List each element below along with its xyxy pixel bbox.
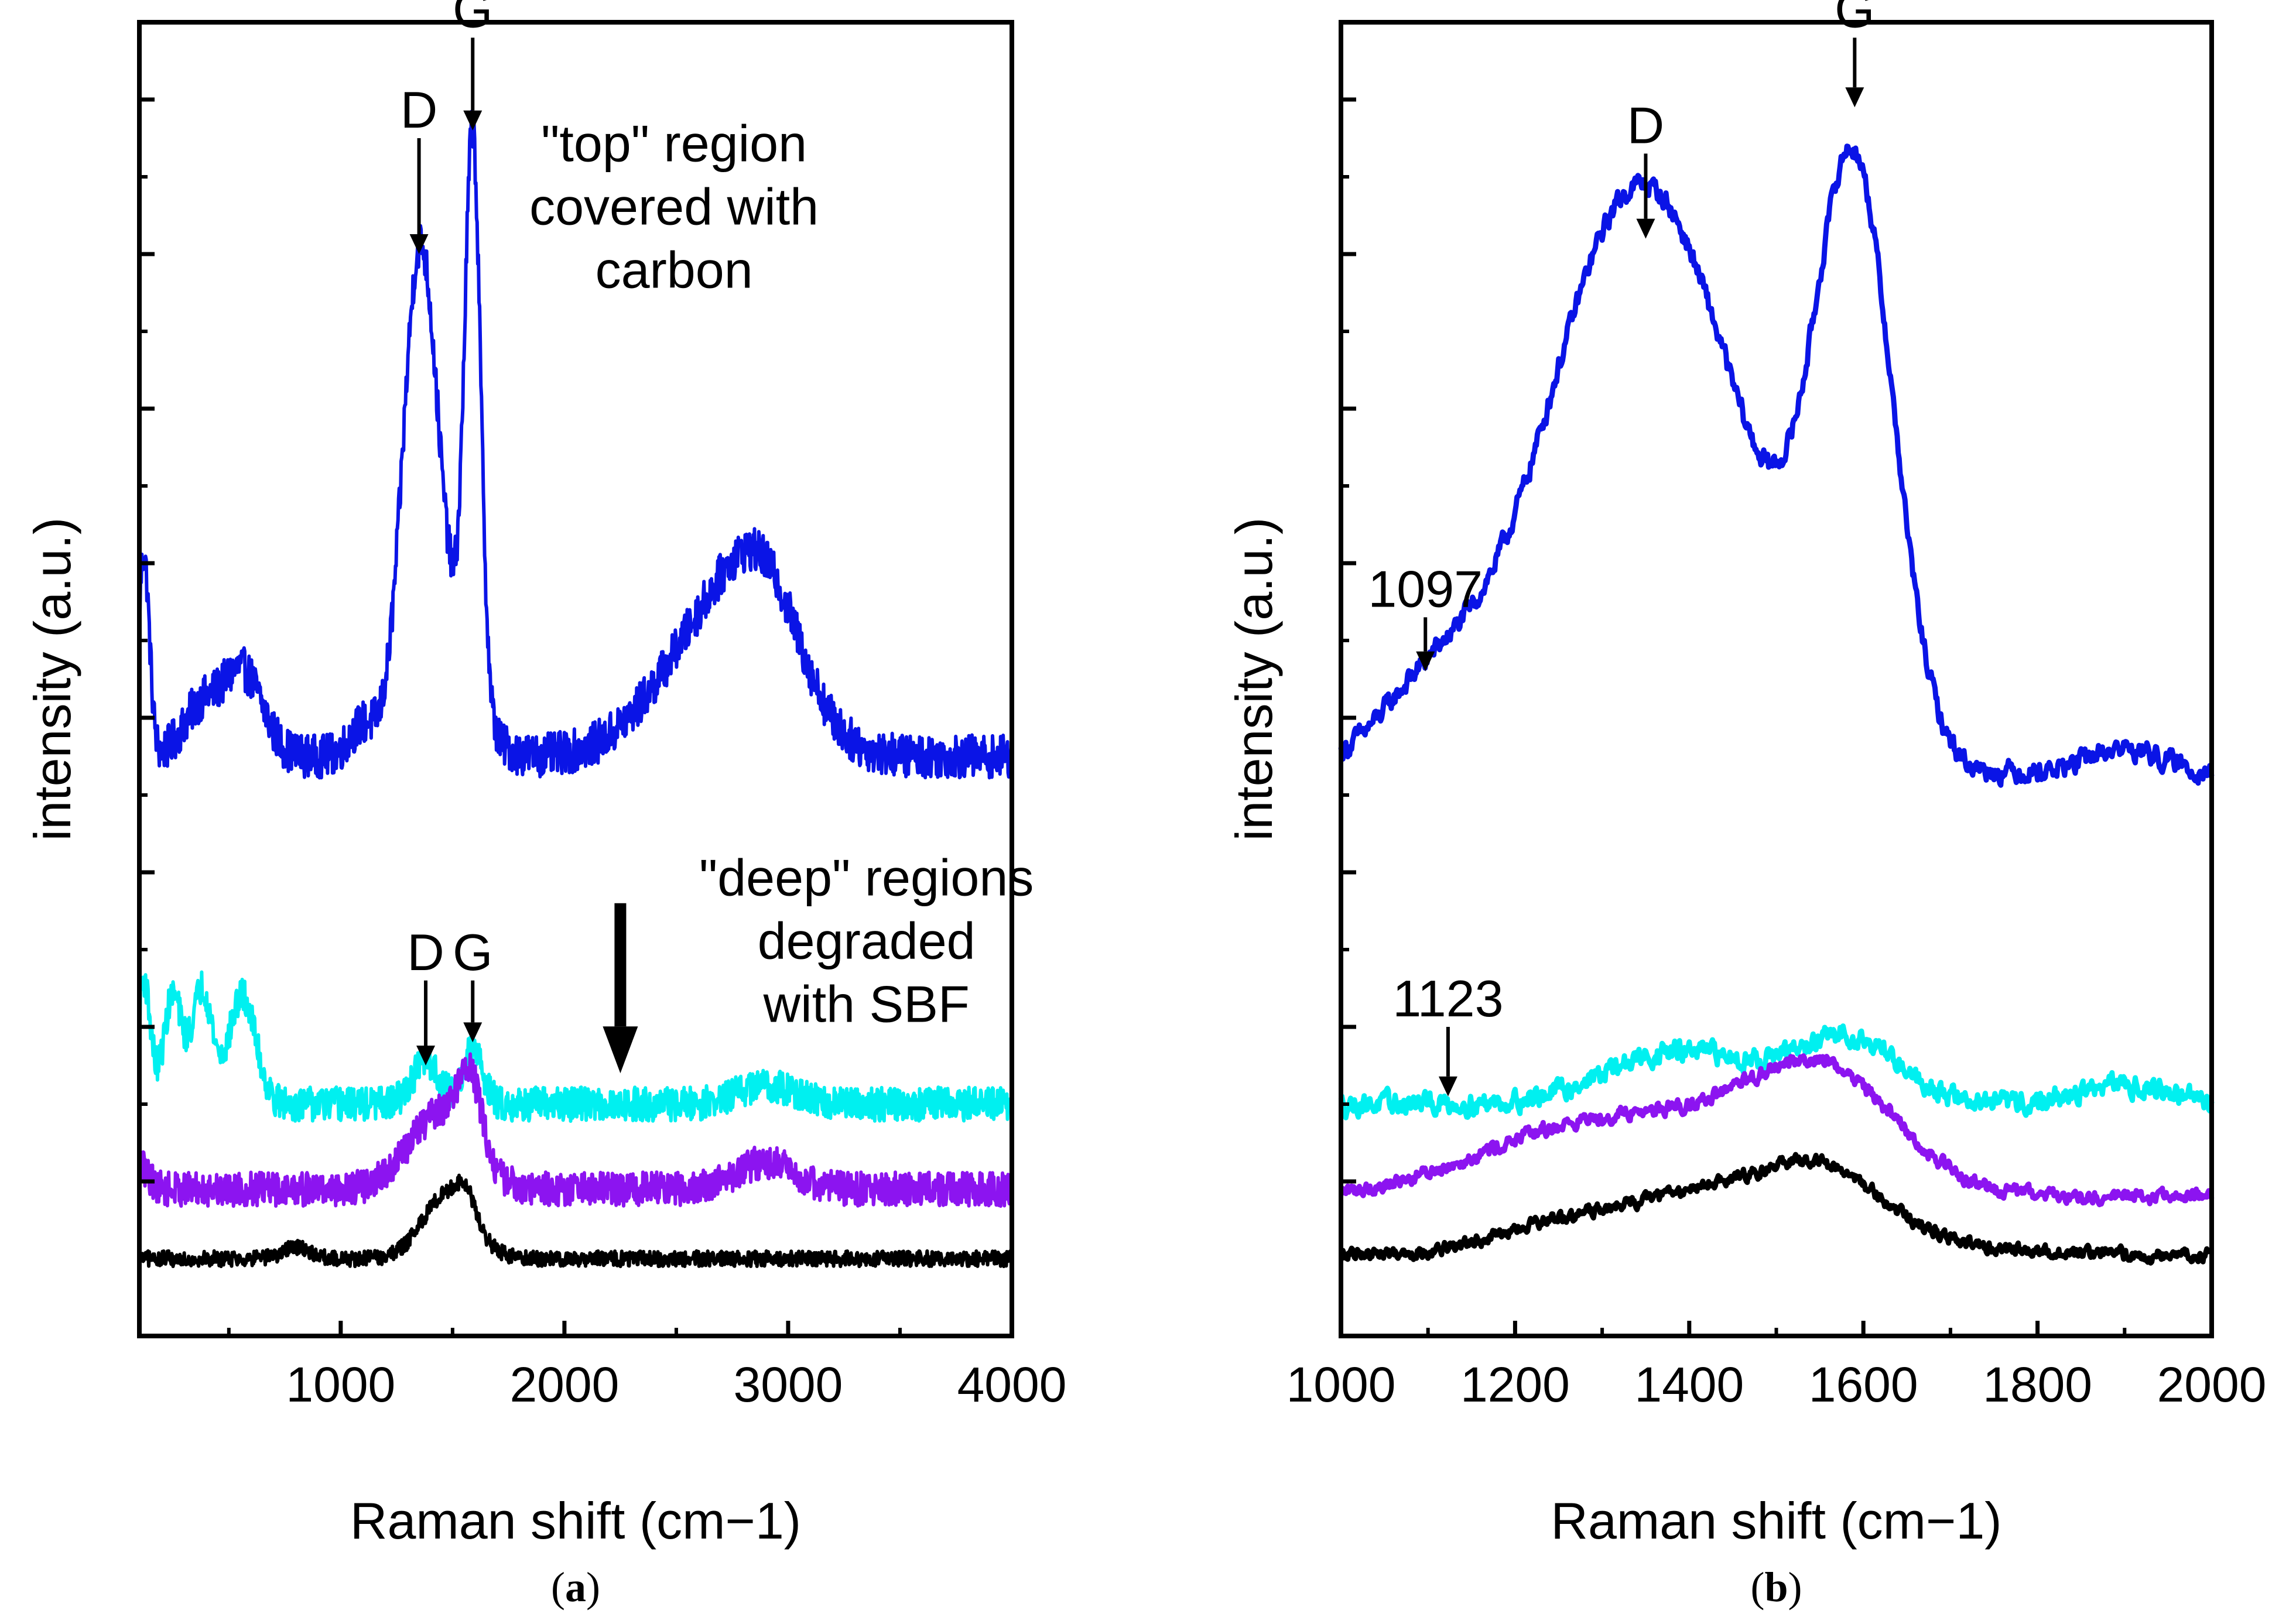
x-tick-label: 3000	[734, 1357, 843, 1412]
x-tick-label: 4000	[957, 1357, 1067, 1412]
arrow-head	[1438, 1076, 1457, 1097]
panel-b-caption-letter: b	[1764, 1564, 1788, 1611]
panel-b-ticks: 1000 1200 1400 1600 1800 2000	[1286, 97, 2267, 1412]
panel-a-ticks: 1000 2000 3000 4000	[139, 97, 1067, 1412]
arrow-head	[1636, 218, 1655, 239]
peak-label: 1123	[1392, 969, 1503, 1027]
series-line	[1339, 1152, 2214, 1266]
panel-a-plot-frame	[137, 20, 1014, 1338]
panel-b-y-axis-label: intensity (a.u.)	[1225, 518, 1283, 841]
arrow-head	[463, 110, 483, 131]
series-line	[138, 1052, 1014, 1208]
annotation-text-line: with SBF	[763, 975, 970, 1033]
annotation-text-line: carbon	[596, 241, 753, 299]
x-tick-label: 1600	[1809, 1357, 1918, 1412]
annotation-text-line: degraded	[758, 912, 976, 970]
x-tick-label: 1200	[1460, 1357, 1570, 1412]
panel-a-caption: (a)	[551, 1564, 600, 1611]
panel-a-y-axis-label: intensity (a.u.)	[23, 518, 81, 841]
arrow-head	[1416, 651, 1435, 672]
panel-a-caption-letter: a	[565, 1564, 586, 1611]
peak-label: G	[453, 0, 492, 38]
x-tick-label: 1000	[1286, 1357, 1396, 1412]
arrow-head	[603, 1026, 638, 1074]
peak-label: D	[401, 81, 438, 139]
arrow-head	[1845, 87, 1864, 108]
panel-a-curves	[138, 109, 1014, 1269]
x-tick-label: 2000	[2157, 1357, 2267, 1412]
arrow-head	[463, 1022, 483, 1043]
arrow-head	[416, 1046, 436, 1066]
series-line	[1338, 1023, 2215, 1121]
series-line	[138, 1173, 1014, 1269]
panel-b-caption: (b)	[1750, 1564, 1802, 1611]
series-line	[1339, 1053, 2215, 1208]
peak-label: G	[453, 923, 492, 981]
peak-label: 1097	[1368, 560, 1483, 618]
peak-label: D	[1627, 96, 1665, 154]
series-line	[138, 970, 1014, 1123]
x-tick-label: 1400	[1634, 1357, 1744, 1412]
peak-label: G	[1835, 0, 1874, 38]
series-line	[138, 109, 1014, 780]
peak-label: D	[407, 923, 444, 981]
panel-b-annotations: D G 1097 1123	[1368, 0, 1875, 1097]
arrow-head	[409, 234, 429, 254]
annotation-text-line: "deep" regions	[699, 849, 1034, 907]
x-tick-label: 1000	[286, 1357, 395, 1412]
panel-b-x-axis-label: Raman shift (cm−1)	[1551, 1492, 2001, 1550]
panel-b: D G 1097 1123 1000 1200 1400 1600 1800 2000 Rama…	[1225, 0, 2266, 1611]
annotation-text-line: covered with	[529, 178, 819, 236]
x-tick-label: 2000	[509, 1357, 619, 1412]
panel-a-x-axis-label: Raman shift (cm−1)	[350, 1492, 801, 1550]
annotation-text-line: "top" region	[541, 115, 807, 173]
panel-b-curves	[1338, 143, 2215, 1266]
x-tick-label: 1800	[1983, 1357, 2092, 1412]
series-line	[1338, 143, 2215, 788]
